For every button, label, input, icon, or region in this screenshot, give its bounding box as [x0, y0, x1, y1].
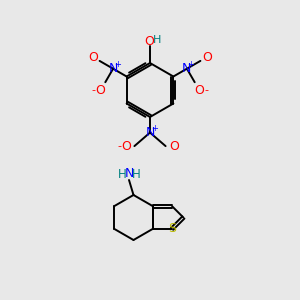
Text: N: N: [108, 62, 118, 75]
Text: H: H: [118, 168, 127, 182]
Text: O: O: [96, 84, 105, 97]
Text: +: +: [151, 124, 158, 133]
Text: +: +: [188, 60, 194, 69]
Text: O: O: [202, 51, 212, 64]
Text: O: O: [169, 140, 178, 153]
Text: -: -: [204, 85, 208, 95]
Text: S: S: [168, 222, 176, 235]
Text: O: O: [195, 84, 204, 97]
Text: O: O: [145, 35, 154, 48]
Text: -: -: [118, 141, 122, 151]
Text: H: H: [132, 168, 141, 182]
Text: O: O: [88, 51, 98, 64]
Text: N: N: [125, 167, 134, 180]
Text: O: O: [122, 140, 131, 153]
Text: N: N: [182, 62, 192, 75]
Text: H: H: [152, 34, 161, 45]
Text: -: -: [92, 85, 96, 95]
Text: +: +: [114, 60, 121, 69]
Text: N: N: [145, 126, 155, 139]
